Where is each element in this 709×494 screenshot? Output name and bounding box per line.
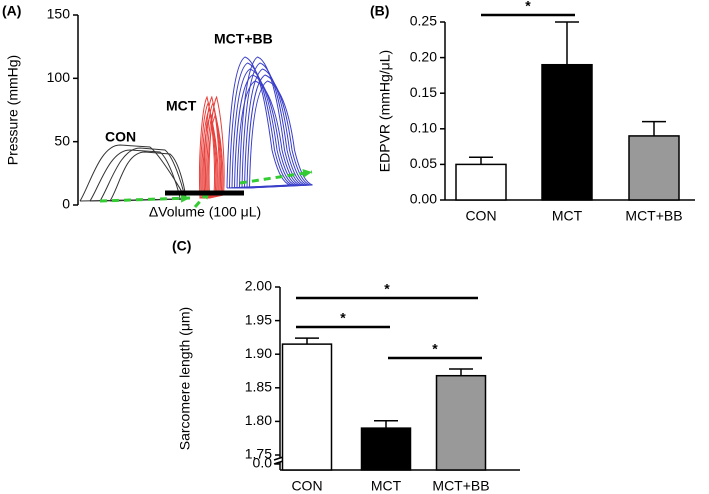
scale-bar-label: ΔVolume (100 μL) <box>149 204 261 220</box>
y-tick-label: 100 <box>47 69 71 85</box>
bar <box>281 343 333 471</box>
y-tick-label: 50 <box>54 132 70 148</box>
y-axis-title: EDPVR (mmHg/μL) <box>377 50 393 172</box>
x-tick-label: MCT <box>552 208 583 224</box>
y-tick-label: 0.05 <box>410 155 437 171</box>
significance-mark: * <box>340 310 346 326</box>
y-tick-label: 1.85 <box>245 379 272 395</box>
x-tick-label: MCT+BB <box>625 208 682 224</box>
trend-arrow <box>99 196 191 203</box>
panel-label: (B) <box>370 3 389 19</box>
y-tick-label: 150 <box>47 6 71 22</box>
significance-mark: * <box>384 281 390 297</box>
bar <box>628 135 680 201</box>
trend-arrow <box>239 170 313 185</box>
arrow-head <box>302 169 312 178</box>
significance-mark: * <box>525 0 531 14</box>
y-tick-label: 0.15 <box>410 84 437 100</box>
loop-label: CON <box>105 129 136 145</box>
pv-loops <box>79 56 313 208</box>
y-tick-label: 1.95 <box>245 311 272 327</box>
y-tick-label: 1.80 <box>245 412 272 428</box>
loop <box>201 107 218 199</box>
loop <box>203 95 220 199</box>
bar <box>360 427 412 471</box>
panel-label: (C) <box>172 238 191 254</box>
loop <box>229 62 293 189</box>
loop <box>202 113 219 199</box>
y-tick-label: 0.20 <box>410 48 437 64</box>
loop <box>241 62 306 189</box>
y-tick-label: 0.0 <box>253 455 273 471</box>
bar <box>435 374 487 471</box>
x-tick-label: CON <box>465 208 496 224</box>
loop <box>204 101 222 199</box>
y-tick-label: 1.75 <box>245 446 272 462</box>
y-tick-label: 1.90 <box>245 345 272 361</box>
loop <box>206 107 223 199</box>
y-axis-title: Pressure (mmHg) <box>5 55 21 165</box>
loop <box>208 95 225 199</box>
panel-label: (A) <box>2 3 21 19</box>
y-tick-label: 0.10 <box>410 120 437 136</box>
loop <box>200 101 217 199</box>
loop-label: MCT+BB <box>214 31 273 47</box>
y-tick-label: 0 <box>62 196 70 212</box>
y-tick-label: 2.00 <box>245 278 272 294</box>
loop-label: MCT <box>166 98 197 114</box>
significance-mark: * <box>432 341 438 357</box>
x-tick-label: CON <box>291 478 322 494</box>
y-tick-label: 0.25 <box>410 13 437 29</box>
loop <box>246 74 311 189</box>
y-axis-title: Sarcomere length (μm) <box>177 307 193 450</box>
bb-loops <box>226 56 313 189</box>
loop <box>198 95 216 199</box>
loop <box>234 74 298 189</box>
loop <box>207 113 224 199</box>
y-tick-label: 0.00 <box>410 191 437 207</box>
mct-loops <box>198 95 225 199</box>
x-tick-label: MCT <box>371 478 402 494</box>
loop <box>249 80 313 189</box>
bar <box>455 163 507 201</box>
arrow-head <box>180 193 190 203</box>
bar <box>541 63 593 201</box>
x-tick-label: MCT+BB <box>432 478 489 494</box>
